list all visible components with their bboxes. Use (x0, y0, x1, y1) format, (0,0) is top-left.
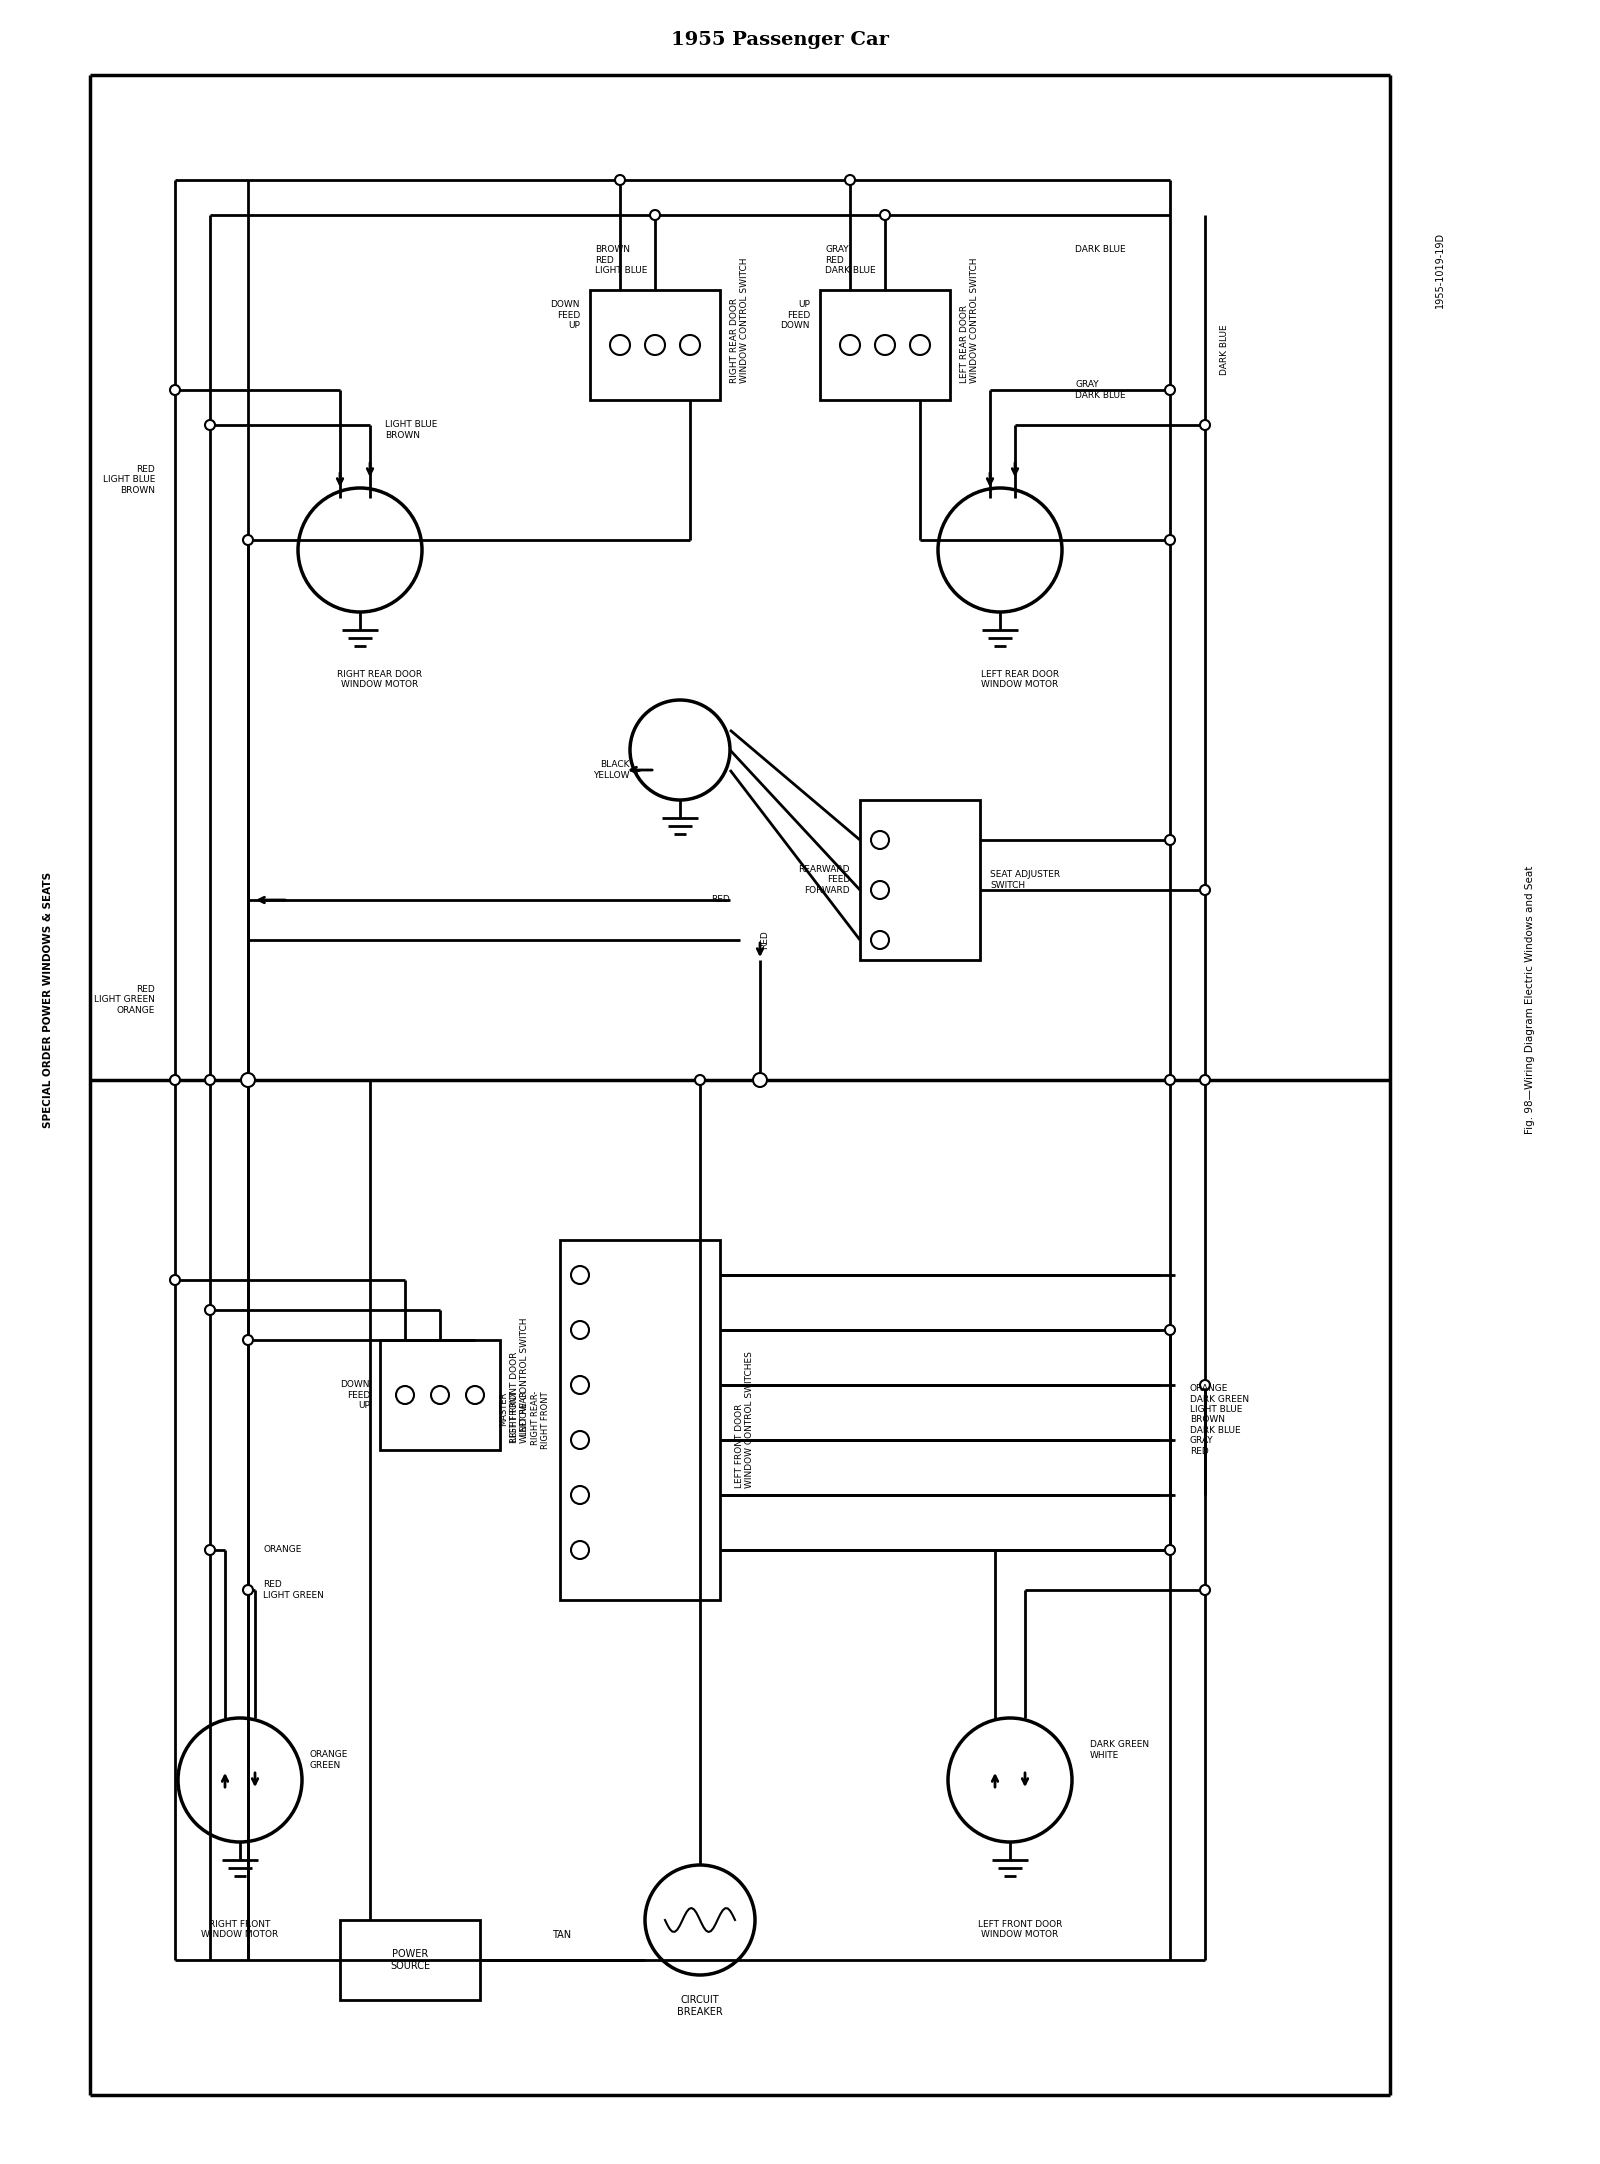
Bar (819, 290, 950, 400)
Circle shape (1200, 885, 1210, 896)
Text: 1955 Passenger Car: 1955 Passenger Car (670, 30, 890, 50)
Bar (861, 801, 979, 961)
Text: LEFT REAR DOOR
WINDOW MOTOR: LEFT REAR DOOR WINDOW MOTOR (981, 671, 1059, 690)
Circle shape (755, 1076, 765, 1084)
Text: RED
LIGHT BLUE
BROWN: RED LIGHT BLUE BROWN (102, 465, 155, 496)
Circle shape (242, 1073, 254, 1086)
Text: RIGHT REAR DOOR
WINDOW MOTOR: RIGHT REAR DOOR WINDOW MOTOR (338, 671, 422, 690)
Circle shape (205, 1076, 214, 1084)
Circle shape (1165, 1545, 1174, 1556)
Text: UP
FEED
DOWN: UP FEED DOWN (781, 301, 810, 329)
Text: POWER
SOURCE: POWER SOURCE (390, 1950, 430, 1971)
Text: BLACK
YELLOW: BLACK YELLOW (594, 760, 630, 779)
Circle shape (170, 385, 179, 396)
Circle shape (1200, 1584, 1210, 1595)
Text: MASTER
LEFT FRONT
LEFT REAR
RIGHT REAR-
RIGHT FRONT: MASTER LEFT FRONT LEFT REAR RIGHT REAR- … (499, 1391, 550, 1450)
Text: RED
LIGHT GREEN
ORANGE: RED LIGHT GREEN ORANGE (94, 985, 155, 1015)
Text: BROWN
RED
LIGHT BLUE: BROWN RED LIGHT BLUE (595, 245, 648, 275)
Circle shape (243, 535, 253, 545)
Circle shape (1165, 1324, 1174, 1335)
Bar (590, 290, 720, 400)
Text: CIRCUIT
BREAKER: CIRCUIT BREAKER (677, 1995, 723, 2017)
Text: LIGHT BLUE
BROWN: LIGHT BLUE BROWN (386, 420, 437, 439)
Text: RIGHT REAR DOOR
WINDOW CONTROL SWITCH: RIGHT REAR DOOR WINDOW CONTROL SWITCH (730, 258, 749, 383)
Text: GRAY
RED
DARK BLUE: GRAY RED DARK BLUE (826, 245, 875, 275)
Circle shape (170, 1275, 179, 1285)
Text: ORANGE
DARK GREEN
LIGHT BLUE
BROWN
DARK BLUE
GRAY
RED: ORANGE DARK GREEN LIGHT BLUE BROWN DARK … (1190, 1385, 1250, 1456)
Text: 1955-1019-19D: 1955-1019-19D (1435, 232, 1445, 307)
Circle shape (1165, 1076, 1174, 1084)
Text: Fig. 98—Wiring Diagram Electric Windows and Seat: Fig. 98—Wiring Diagram Electric Windows … (1525, 866, 1534, 1134)
Text: SEAT ADJUSTER
SWITCH: SEAT ADJUSTER SWITCH (990, 870, 1061, 889)
Text: RIGHT FRONT
WINDOW MOTOR: RIGHT FRONT WINDOW MOTOR (202, 1919, 278, 1939)
Circle shape (205, 1305, 214, 1316)
Text: SPECIAL ORDER POWER WINDOWS & SEATS: SPECIAL ORDER POWER WINDOWS & SEATS (43, 872, 53, 1127)
Circle shape (614, 175, 626, 184)
Text: ORANGE
GREEN: ORANGE GREEN (310, 1751, 349, 1770)
Text: REARWARD
FEED
FORWARD: REARWARD FEED FORWARD (798, 866, 850, 896)
Circle shape (1165, 385, 1174, 396)
Text: DARK GREEN
WHITE: DARK GREEN WHITE (1090, 1740, 1149, 1759)
Text: LEFT FRONT DOOR
WINDOW MOTOR: LEFT FRONT DOOR WINDOW MOTOR (978, 1919, 1062, 1939)
Text: RED
LIGHT GREEN: RED LIGHT GREEN (262, 1580, 323, 1599)
Text: LEFT REAR DOOR
WINDOW CONTROL SWITCH: LEFT REAR DOOR WINDOW CONTROL SWITCH (960, 258, 979, 383)
Text: ORANGE: ORANGE (262, 1545, 301, 1554)
Circle shape (845, 175, 854, 184)
Text: RED: RED (760, 931, 770, 950)
Text: TAN: TAN (552, 1930, 571, 1939)
Circle shape (1200, 1381, 1210, 1389)
Bar (339, 1919, 480, 2000)
Circle shape (1165, 835, 1174, 844)
Circle shape (205, 420, 214, 431)
Circle shape (243, 1584, 253, 1595)
Text: GRAY
DARK BLUE: GRAY DARK BLUE (1075, 381, 1126, 400)
Circle shape (754, 1073, 766, 1086)
Circle shape (1200, 420, 1210, 431)
Circle shape (650, 210, 661, 221)
Text: DARK BLUE: DARK BLUE (1075, 245, 1126, 255)
Text: DOWN
FEED
UP: DOWN FEED UP (550, 301, 579, 329)
Text: RIGHT FRONT DOOR
WINDOW CONTROL SWITCH: RIGHT FRONT DOOR WINDOW CONTROL SWITCH (510, 1318, 530, 1443)
Circle shape (243, 1335, 253, 1346)
Bar (560, 1240, 720, 1599)
Circle shape (694, 1076, 706, 1084)
Circle shape (1200, 1076, 1210, 1084)
Circle shape (205, 1545, 214, 1556)
Circle shape (170, 1076, 179, 1084)
Text: DOWN
FEED
UP: DOWN FEED UP (341, 1381, 370, 1411)
Text: RED: RED (712, 896, 730, 905)
Text: DARK BLUE: DARK BLUE (1221, 325, 1229, 374)
Text: LEFT FRONT DOOR
WINDOW CONTROL SWITCHES: LEFT FRONT DOOR WINDOW CONTROL SWITCHES (734, 1352, 755, 1489)
Bar (381, 1340, 499, 1450)
Circle shape (1165, 535, 1174, 545)
Circle shape (880, 210, 890, 221)
